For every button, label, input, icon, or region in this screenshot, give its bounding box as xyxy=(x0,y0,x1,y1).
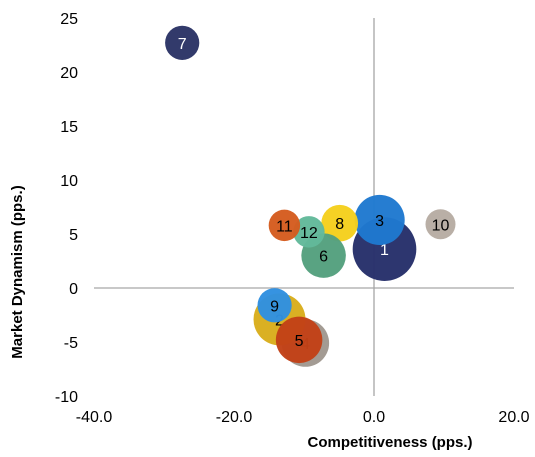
bubble-5 xyxy=(275,316,323,364)
bubble-label-8: 8 xyxy=(335,216,344,233)
bubble-label-5: 5 xyxy=(295,333,304,350)
bubble-label-9: 9 xyxy=(270,298,279,315)
bubble-7 xyxy=(165,25,200,60)
y-tick-label: 0 xyxy=(69,281,78,298)
bubble-label-3: 3 xyxy=(375,213,384,230)
y-tick-label: 20 xyxy=(60,65,78,82)
bubbles: 110386121142957 xyxy=(165,25,456,367)
y-tick-label: -5 xyxy=(64,335,78,352)
bubble-10 xyxy=(425,209,456,240)
y-axis-title: Market Dynamism (pps.) xyxy=(9,185,26,358)
bubble-label-12: 12 xyxy=(300,225,318,242)
y-tick-label: 5 xyxy=(69,227,78,244)
bubble-label-1: 1 xyxy=(380,242,389,259)
bubble-12 xyxy=(293,216,325,248)
bubble-8 xyxy=(321,204,359,242)
bubble-3 xyxy=(354,194,405,246)
bubble-label-6: 6 xyxy=(319,249,328,266)
x-tick-label: 0.0 xyxy=(363,409,385,426)
bubble-label-10: 10 xyxy=(432,217,450,234)
bubble-label-11: 11 xyxy=(276,218,293,235)
x-axis-title: Competitiveness (pps.) xyxy=(307,434,472,451)
bubble-9 xyxy=(257,288,292,323)
y-tick-label: 25 xyxy=(60,11,78,28)
x-tick-label: -40.0 xyxy=(76,409,113,426)
x-tick-label: 20.0 xyxy=(498,409,529,426)
bubble-label-7: 7 xyxy=(178,36,187,53)
x-tick-label: -20.0 xyxy=(216,409,253,426)
y-tick-label: -10 xyxy=(55,389,78,406)
y-tick-label: 10 xyxy=(60,173,78,190)
bubble-11 xyxy=(268,209,301,242)
y-tick-label: 15 xyxy=(60,119,78,136)
